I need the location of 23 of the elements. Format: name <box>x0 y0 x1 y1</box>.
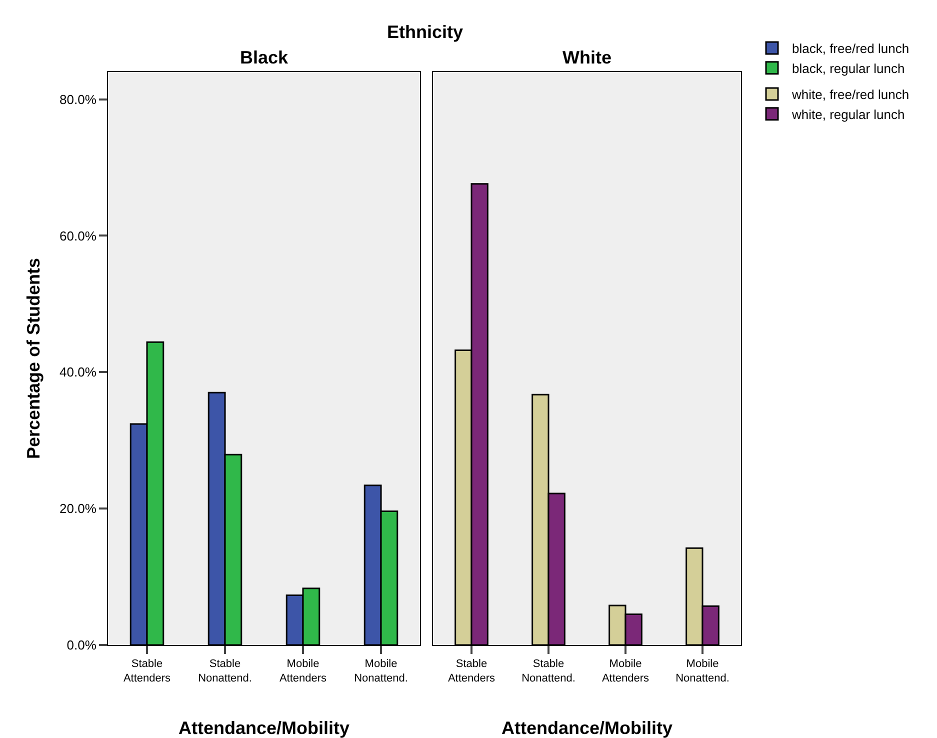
legend-label: white, free/red lunch <box>791 87 910 102</box>
y-tick-label: 20.0% <box>60 501 97 516</box>
x-axis-title: Attendance/Mobility <box>178 718 350 738</box>
legend-label: white, regular lunch <box>791 106 905 122</box>
x-tick-label: Stable Nonattend. <box>522 658 576 684</box>
y-tick-label: 80.0% <box>60 92 97 107</box>
legend-label: black, free/red lunch <box>792 41 910 56</box>
text: Ethnicity <box>387 22 464 42</box>
x-tick-label: Mobile Nonattend. <box>676 658 730 684</box>
y-tick-label: 40.0% <box>60 364 97 380</box>
x-tick-label: Stable Attenders <box>123 658 172 684</box>
x-tick-label: Stable Nonattend. <box>198 658 252 684</box>
y-axis-title: Percentage of Students <box>24 258 44 460</box>
y-tick-label: 0.0% <box>66 638 97 653</box>
chart-title: White <box>562 47 612 68</box>
x-tick-label: Mobile Attenders <box>602 658 650 684</box>
y-tick-label: 60.0% <box>60 228 97 244</box>
x-tick-label: Stable Attenders <box>448 658 496 684</box>
x-tick-label: Mobile Nonattend. <box>354 658 408 684</box>
legend-label: black, regular lunch <box>792 60 905 76</box>
chart-title: Black <box>240 47 289 68</box>
x-axis-title: Attendance/Mobility <box>501 718 673 738</box>
x-tick-label: Mobile Attenders <box>279 658 328 684</box>
